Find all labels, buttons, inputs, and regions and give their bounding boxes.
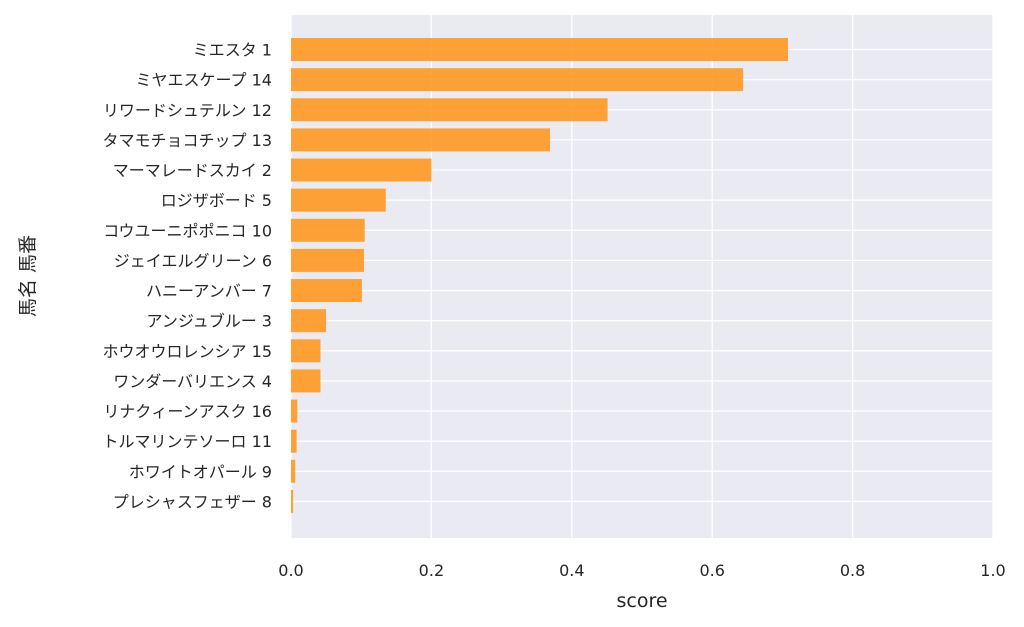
y-tick-label: タマモチョコチップ 13 (103, 131, 272, 150)
y-tick-label: ミヤエスケープ 14 (136, 71, 273, 90)
bar (291, 489, 294, 513)
x-tick-label: 0.0 (278, 561, 303, 580)
y-tick-label: リナクィーンアスク 16 (103, 402, 272, 421)
bar (291, 309, 327, 333)
y-tick-label: ワンダーバリエンス 4 (113, 372, 272, 391)
y-tick-label: ミエスタ 1 (193, 41, 272, 60)
y-axis-label: 馬名 馬番 (17, 235, 39, 317)
bar (291, 399, 298, 423)
y-tick-label: コウユーニポポニコ 10 (103, 221, 272, 240)
bar (291, 218, 365, 242)
bar (291, 429, 297, 453)
bar (291, 459, 296, 483)
bar (291, 128, 551, 152)
y-tick-label: ハニーアンバー 7 (146, 282, 272, 301)
bar (291, 38, 789, 61)
y-tick-label: ロジザボード 5 (161, 191, 272, 210)
y-tick-labels: ミエスタ 1 ミヤエスケープ 14 リワードシュテルン 12 タマモチョコチップ 13… (103, 41, 272, 512)
x-tick-labels: 0.0 0.2 0.4 0.6 0.8 1.0 (278, 561, 1005, 580)
y-tick-label: トルマリンテソーロ 11 (103, 432, 272, 451)
bar (291, 369, 321, 393)
bar (291, 188, 386, 212)
y-tick-label: ホワイトオパール 9 (129, 462, 272, 481)
y-tick-label: プレシャスフェザー 8 (113, 492, 272, 511)
bars (291, 38, 789, 513)
bar (291, 98, 608, 122)
bar (291, 248, 365, 272)
y-tick-label: リワードシュテルン 12 (103, 101, 272, 120)
x-axis-label: score (616, 590, 667, 612)
y-tick-label: ジェイエルグリーン 6 (114, 251, 272, 270)
bar (291, 339, 321, 363)
x-tick-label: 0.4 (559, 561, 584, 580)
y-tick-label: ホウオウロレンシア 15 (103, 342, 272, 361)
x-tick-label: 0.8 (840, 561, 865, 580)
y-tick-label: マーマレードスカイ 2 (113, 161, 272, 180)
bar (291, 279, 362, 303)
bar (291, 68, 744, 92)
x-tick-label: 0.2 (419, 561, 444, 580)
y-tick-label: アンジュブルー 3 (146, 312, 272, 331)
x-tick-label: 0.6 (699, 561, 724, 580)
plot-area (291, 15, 993, 538)
x-tick-label: 1.0 (980, 561, 1005, 580)
bar (291, 158, 432, 182)
